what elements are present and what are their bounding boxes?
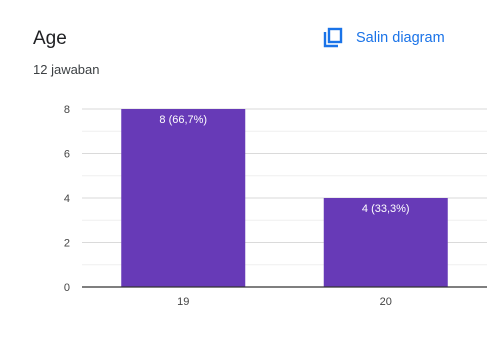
copy-icon [322,27,344,49]
y-tick-label: 2 [64,238,70,250]
x-tick-label-19: 19 [177,296,189,308]
bar-19 [121,109,246,287]
y-tick-label: 0 [64,282,70,294]
y-axis-ticks: 0 2 4 6 8 [64,104,70,294]
y-tick-label: 6 [64,149,70,161]
y-tick-label: 8 [64,104,70,116]
x-axis-ticks: 19 20 [177,296,392,308]
chart-data-labels: 8 (66,7%) 4 (33,3%) [159,114,409,215]
copy-chart-button[interactable]: Salin diagram [322,24,445,52]
question-title: Age [33,28,67,49]
data-label-20: 4 (33,3%) [362,203,410,215]
chart-bars [121,109,448,287]
y-tick-label: 4 [64,193,70,205]
bar-20 [323,198,448,287]
x-tick-label-20: 20 [380,296,392,308]
data-label-19: 8 (66,7%) [159,114,207,126]
copy-chart-label: Salin diagram [356,30,445,46]
response-count: 12 jawaban [33,62,100,77]
